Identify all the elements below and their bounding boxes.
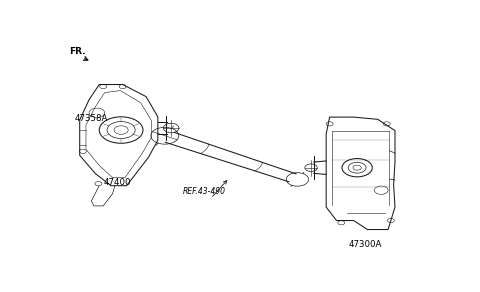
Text: REF.43-490: REF.43-490	[183, 187, 226, 196]
Text: FR.: FR.	[69, 47, 86, 56]
Text: 47358A: 47358A	[75, 114, 108, 123]
Text: 47400: 47400	[104, 178, 132, 187]
Text: 47300A: 47300A	[348, 240, 382, 249]
